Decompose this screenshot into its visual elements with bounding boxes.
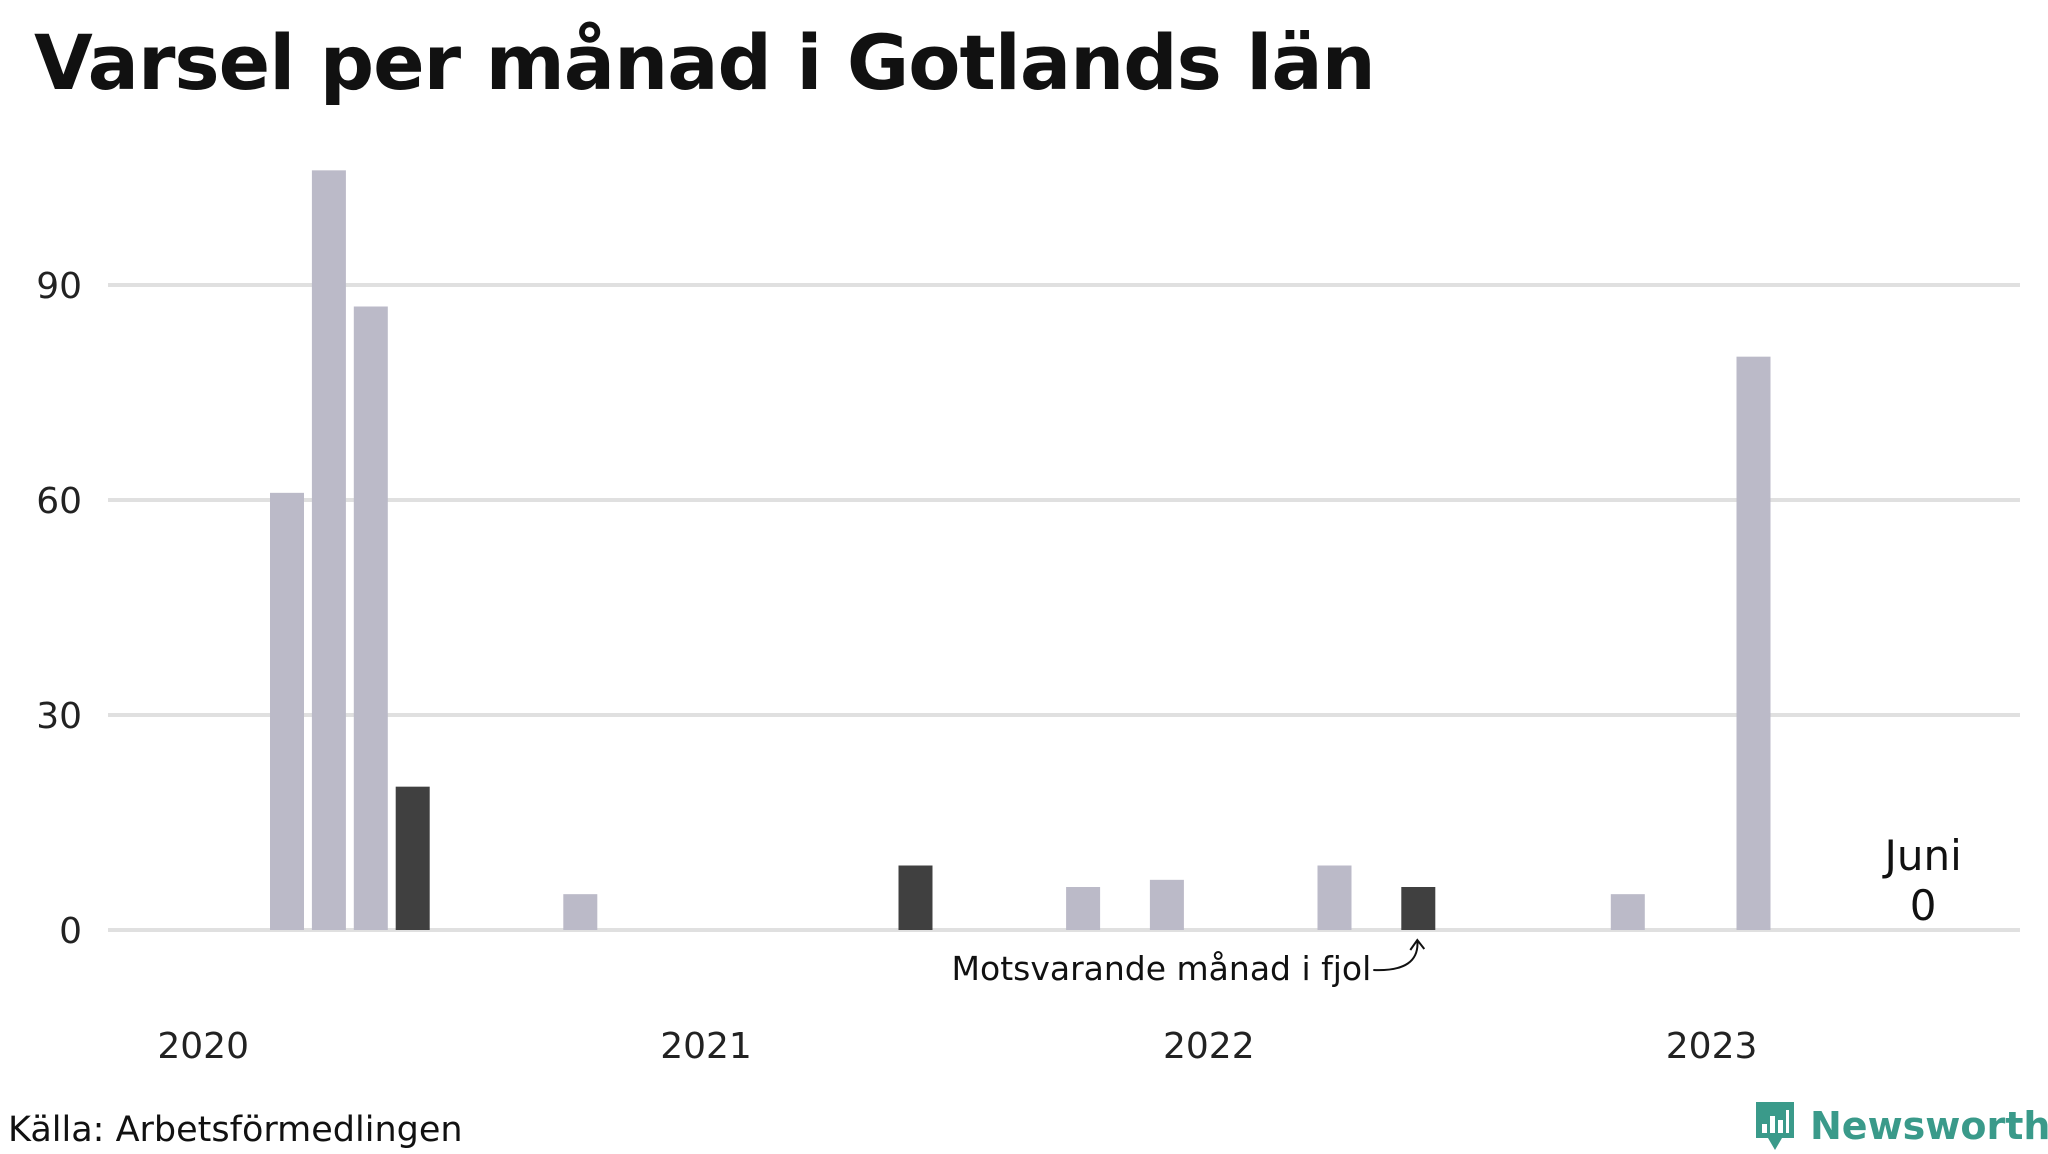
annotation: Motsvarande månad i fjol [952,938,1426,988]
bar-2020-06 [395,786,430,930]
x-tick-label-2022: 2022 [1163,1026,1255,1067]
bar-2021-12 [1149,879,1184,930]
bar-2020-10 [563,894,598,930]
bar-2020-03 [270,492,304,930]
bar-2021-06 [898,865,933,930]
latest-value: 0 [1910,881,1937,930]
y-tick-label-30: 30 [36,696,82,737]
brand-name: Newsworthy [1810,1104,2048,1148]
y-tick-label-60: 60 [36,481,82,522]
x-tick-label-2021: 2021 [660,1026,752,1067]
newsworthy-logo: Newsworthy [1752,1098,2048,1154]
bar-2021-10 [1066,887,1101,930]
source-note: Källa: Arbetsförmedlingen [8,1110,463,1150]
bar-2022-06 [1401,887,1436,930]
latest-month-label: Juni [1881,831,1961,880]
annotation-label: Motsvarande månad i fjol [952,949,1372,988]
y-tick-label-90: 90 [36,266,82,307]
bar-2022-11 [1610,894,1645,930]
chart-title: Varsel per månad i Gotlands län [34,18,1376,107]
latest-value-label: Juni 0 [1881,831,1961,930]
grid-lines [108,283,2020,932]
bar-chart: 0 30 60 90 2020 2021 2022 2023 Motsvarande mån… [36,170,2020,1067]
x-tick-label-2020: 2020 [157,1026,249,1067]
x-axis-year-labels: 2020 2021 2022 2023 [157,1026,1757,1067]
x-tick-label-2023: 2023 [1666,1026,1758,1067]
y-axis-ticks: 0 30 60 90 [36,266,82,952]
bar-2020-05 [353,306,388,930]
y-tick-label-0: 0 [59,911,82,952]
bar-2022-04 [1317,865,1352,930]
annotation-arrow [1373,938,1426,972]
bar-2023-02 [1736,356,1771,931]
bars [270,170,1771,931]
bar-2020-04 [311,170,346,931]
newsworthy-logo-icon [1756,1102,1794,1150]
